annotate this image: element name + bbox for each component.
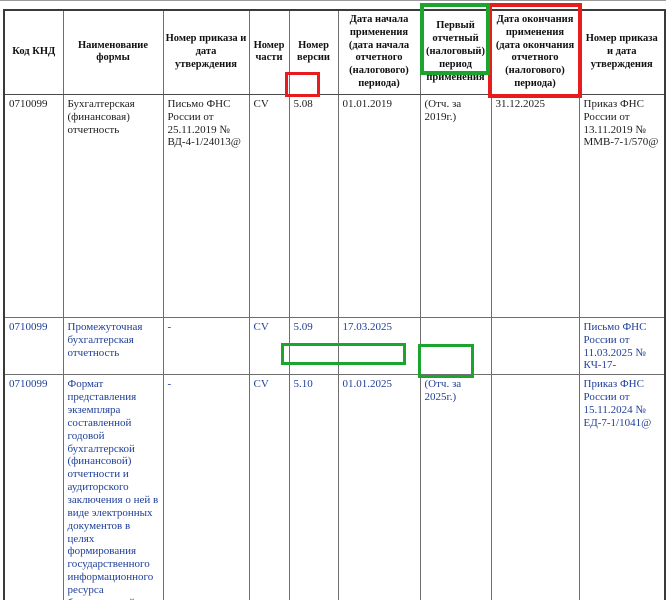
cell-r3-start-date: 01.01.2025 bbox=[337, 374, 421, 600]
table-row-annual-format: 0710099 Формат представления экземпляра … bbox=[3, 374, 666, 600]
cell-r2-order-left: - bbox=[162, 316, 250, 376]
cell-r2-first-period bbox=[419, 316, 492, 376]
cell-r2-version: 5.09 bbox=[288, 316, 339, 376]
cell-r1-order-right: Приказ ФНС России от 13.11.2019 № ММВ-7-… bbox=[578, 93, 666, 318]
cell-r1-start-date: 01.01.2019 bbox=[337, 93, 421, 318]
cell-r2-knd-code: 0710099 bbox=[3, 316, 64, 376]
cell-r1-form-name: Бухгалтерская (финансовая) отчетность bbox=[62, 93, 164, 318]
cell-r2-form-name: Промежуточная бухгалтерская отчетность bbox=[62, 316, 164, 376]
cell-r2-end-date bbox=[490, 316, 580, 376]
header-version-number: Номер версии bbox=[288, 9, 339, 95]
cell-r1-version: 5.08 bbox=[288, 93, 339, 318]
cell-r3-form-name: Формат представления экземпляра составле… bbox=[62, 374, 164, 600]
format-registry-table: Код КНД Наименование формы Номер приказа… bbox=[3, 9, 666, 600]
header-end-date: Дата окончания применения (дата окончани… bbox=[490, 9, 580, 95]
cell-r1-order-left: Письмо ФНС России от 25.11.2019 № ВД-4-1… bbox=[162, 93, 250, 318]
cell-r3-order-left: - bbox=[162, 374, 250, 600]
table-header-row: Код КНД Наименование формы Номер приказа… bbox=[3, 9, 666, 95]
cell-r3-version: 5.10 bbox=[288, 374, 339, 600]
cell-r3-part: CV bbox=[248, 374, 290, 600]
cell-r1-knd-code: 0710099 bbox=[3, 93, 64, 318]
cell-r1-first-period: (Отч. за 2019г.) bbox=[419, 93, 492, 318]
cell-r2-start-date: 17.03.2025 bbox=[337, 316, 421, 376]
cell-r3-order-right: Приказ ФНС России от 15.11.2024 № ЕД-7-1… bbox=[578, 374, 666, 600]
cell-r1-end-date: 31.12.2025 bbox=[490, 93, 580, 318]
cell-r3-end-date bbox=[490, 374, 580, 600]
header-first-period: Первый отчетный (налоговый) период приме… bbox=[419, 9, 492, 95]
cell-r3-first-period: (Отч. за 2025г.) bbox=[419, 374, 492, 600]
header-part-number: Номер части bbox=[248, 9, 290, 95]
table-row-interim-reports: 0710099 Промежуточная бухгалтерская отче… bbox=[3, 316, 666, 376]
cell-r1-part: CV bbox=[248, 93, 290, 318]
cell-r2-order-right: Письмо ФНС России от 11.03.2025 № КЧ-17- bbox=[578, 316, 666, 376]
cell-r2-part: CV bbox=[248, 316, 290, 376]
header-form-name: Наименование формы bbox=[62, 9, 164, 95]
table-row-accounting-reports: 0710099 Бухгалтерская (финансовая) отчет… bbox=[3, 93, 666, 318]
header-order-number-right: Номер приказа и дата утверждения bbox=[578, 9, 666, 95]
header-start-date: Дата начала применения (дата начала отче… bbox=[337, 9, 421, 95]
cell-r3-knd-code: 0710099 bbox=[3, 374, 64, 600]
header-knd-code: Код КНД bbox=[3, 9, 64, 95]
header-order-number-left: Номер приказа и дата утверждения bbox=[162, 9, 250, 95]
